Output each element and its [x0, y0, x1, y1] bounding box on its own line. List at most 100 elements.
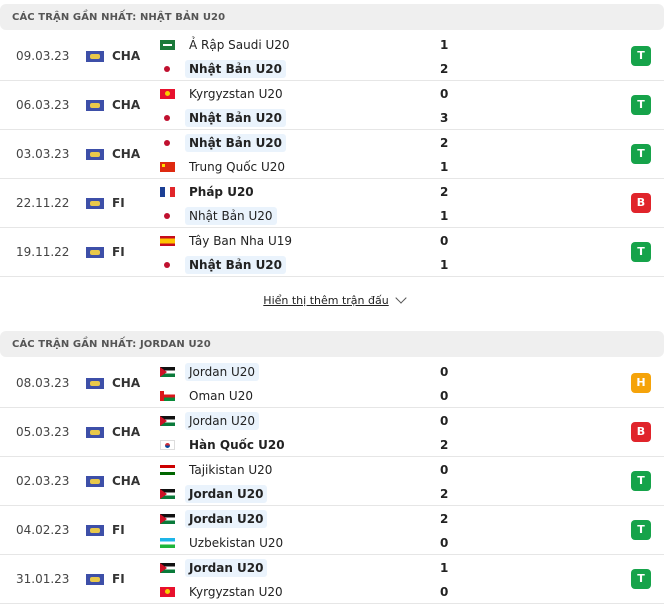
home-team[interactable]: Pháp U20	[160, 182, 258, 202]
away-team[interactable]: Kyrgyzstan U20	[160, 582, 287, 602]
show-more-button[interactable]: Hiển thị thêm trận đấu	[0, 277, 668, 323]
team-name[interactable]: Trung Quốc U20	[189, 160, 285, 174]
home-score: 2	[440, 512, 449, 526]
home-team[interactable]: Tây Ban Nha U19	[160, 231, 296, 251]
result-badge: T	[631, 569, 651, 589]
home-team[interactable]: Kyrgyzstan U20	[160, 84, 287, 104]
match-date: 22.11.22	[16, 196, 70, 210]
team-name[interactable]: Jordan U20	[185, 363, 260, 381]
show-more-label[interactable]: Hiển thị thêm trận đấu	[263, 293, 389, 307]
home-score: 0	[440, 234, 449, 248]
competition-globe-icon	[86, 197, 104, 209]
team-name[interactable]: Jordan U20	[185, 510, 268, 528]
away-team[interactable]: Jordan U20	[160, 484, 268, 504]
om-flag-icon	[160, 391, 175, 401]
away-score: 3	[440, 111, 449, 125]
away-team[interactable]: Oman U20	[160, 386, 257, 406]
team-name[interactable]: Nhật Bản U20	[185, 256, 287, 274]
match-row[interactable]: 03.03.23 CHA Nhật Bản U20 2 Trung Quốc U20 1 T	[0, 130, 664, 179]
home-team[interactable]: Jordan U20	[160, 362, 260, 382]
jp-flag-icon	[160, 211, 175, 221]
fr-flag-icon	[160, 187, 175, 197]
team-name[interactable]: Hàn Quốc U20	[189, 438, 285, 452]
away-team[interactable]: Nhật Bản U20	[160, 255, 287, 275]
team-name[interactable]: Jordan U20	[185, 412, 260, 430]
match-row[interactable]: 05.03.23 CHA Jordan U20 0 Hàn Quốc U20 2 B	[0, 408, 664, 457]
tj-flag-icon	[160, 465, 175, 475]
team-name[interactable]: Kyrgyzstan U20	[189, 585, 283, 599]
competition: CHA	[86, 98, 140, 112]
team-name[interactable]: Nhật Bản U20	[185, 60, 287, 78]
jo-flag-icon	[160, 416, 175, 426]
team-name[interactable]: Nhật Bản U20	[185, 134, 287, 152]
match-row[interactable]: 09.03.23 CHA Ả Rập Saudi U20 1 Nhật Bản U20 2…	[0, 32, 664, 81]
result-badge: T	[631, 471, 651, 491]
team-name[interactable]: Uzbekistan U20	[189, 536, 284, 550]
home-score: 2	[440, 185, 449, 199]
home-team[interactable]: Jordan U20	[160, 558, 268, 578]
competition-globe-icon	[86, 246, 104, 258]
spacer	[0, 323, 668, 327]
section-header: CÁC TRẬN GẦN NHẤT: JORDAN U20	[0, 331, 664, 357]
team-name[interactable]: Oman U20	[189, 389, 253, 403]
away-score: 0	[440, 585, 449, 599]
away-team[interactable]: Trung Quốc U20	[160, 157, 289, 177]
competition-globe-icon	[86, 475, 104, 487]
chevron-down-icon	[395, 291, 407, 304]
match-date: 03.03.23	[16, 147, 70, 161]
match-row[interactable]: 31.01.23 FI Jordan U20 1 Kyrgyzstan U20 0 T	[0, 555, 664, 604]
home-team[interactable]: Nhật Bản U20	[160, 133, 287, 153]
competition-label: CHA	[112, 98, 141, 112]
result-badge: B	[631, 193, 651, 213]
away-team[interactable]: Uzbekistan U20	[160, 533, 287, 553]
recent-matches: CÁC TRẬN GẦN NHẤT: NHẬT BẢN U20 09.03.23 C…	[0, 4, 668, 604]
jo-flag-icon	[160, 489, 175, 499]
match-row[interactable]: 22.11.22 FI Pháp U20 2 Nhật Bản U20 1 B	[0, 179, 664, 228]
competition-label: CHA	[112, 376, 141, 390]
team-name[interactable]: Pháp U20	[189, 185, 254, 199]
home-team[interactable]: Ả Rập Saudi U20	[160, 35, 294, 55]
team-name[interactable]: Jordan U20	[185, 559, 268, 577]
result-badge: T	[631, 144, 651, 164]
competition: FI	[86, 572, 125, 586]
kg-flag-icon	[160, 89, 175, 99]
home-team[interactable]: Tajikistan U20	[160, 460, 276, 480]
home-team[interactable]: Jordan U20	[160, 509, 268, 529]
section-header: CÁC TRẬN GẦN NHẤT: NHẬT BẢN U20	[0, 4, 664, 30]
away-team[interactable]: Hàn Quốc U20	[160, 435, 289, 455]
match-row[interactable]: 04.02.23 FI Jordan U20 2 Uzbekistan U20 0 T	[0, 506, 664, 555]
home-score: 0	[440, 365, 449, 379]
competition: CHA	[86, 376, 140, 390]
away-team[interactable]: Nhật Bản U20	[160, 108, 287, 128]
home-team[interactable]: Jordan U20	[160, 411, 260, 431]
team-name[interactable]: Tây Ban Nha U19	[189, 234, 293, 248]
match-row[interactable]: 19.11.22 FI Tây Ban Nha U19 0 Nhật Bản U20 1 T	[0, 228, 664, 277]
match-row[interactable]: 06.03.23 CHA Kyrgyzstan U20 0 Nhật Bản U20 3 T	[0, 81, 664, 130]
competition: CHA	[86, 147, 140, 161]
competition-label: CHA	[112, 425, 141, 439]
result-badge: H	[631, 373, 651, 393]
team-name[interactable]: Jordan U20	[185, 485, 268, 503]
competition-label: CHA	[112, 474, 141, 488]
home-score: 1	[440, 561, 449, 575]
team-name[interactable]: Nhật Bản U20	[185, 109, 287, 127]
team-name[interactable]: Ả Rập Saudi U20	[189, 38, 290, 52]
team-name[interactable]: Tajikistan U20	[189, 463, 273, 477]
match-row[interactable]: 08.03.23 CHA Jordan U20 0 Oman U20 0 H	[0, 359, 664, 408]
team-name[interactable]: Kyrgyzstan U20	[189, 87, 283, 101]
away-team[interactable]: Nhật Bản U20	[160, 59, 287, 79]
competition-globe-icon	[86, 573, 104, 585]
match-date: 08.03.23	[16, 376, 70, 390]
jp-flag-icon	[160, 113, 175, 123]
away-team[interactable]: Nhật Bản U20	[160, 206, 277, 226]
result-badge: T	[631, 95, 651, 115]
team-name[interactable]: Nhật Bản U20	[185, 207, 277, 225]
result-badge: B	[631, 422, 651, 442]
match-date: 05.03.23	[16, 425, 70, 439]
home-score: 2	[440, 136, 449, 150]
match-row[interactable]: 02.03.23 CHA Tajikistan U20 0 Jordan U20 2 T	[0, 457, 664, 506]
competition-globe-icon	[86, 377, 104, 389]
home-score: 0	[440, 463, 449, 477]
competition: CHA	[86, 425, 140, 439]
es-flag-icon	[160, 236, 175, 246]
